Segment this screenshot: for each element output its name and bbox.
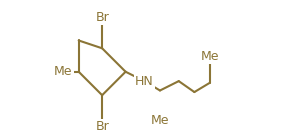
Text: HN: HN (135, 75, 154, 88)
Text: Me: Me (54, 65, 72, 78)
Text: Br: Br (95, 10, 109, 24)
Text: Me: Me (201, 50, 219, 63)
Text: Me: Me (151, 114, 169, 127)
Text: Br: Br (95, 120, 109, 133)
